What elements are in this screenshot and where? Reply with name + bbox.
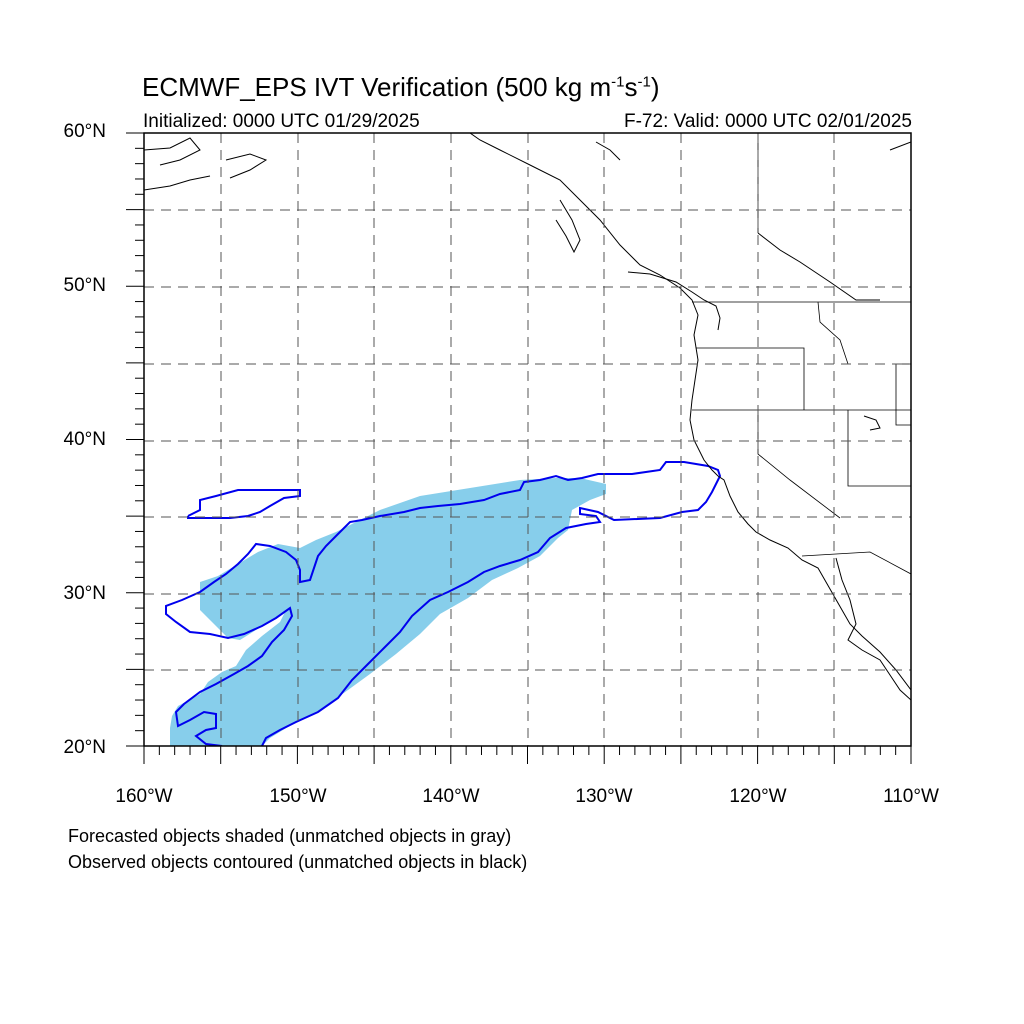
observed-object-contours [165, 461, 722, 746]
state-borders [692, 133, 911, 575]
lat-label-40n: 40°N [63, 429, 106, 450]
lat-label-20n: 20°N [63, 737, 106, 758]
lon-label-120w: 120°W [729, 786, 787, 807]
valid-time-label: F-72: Valid: 0000 UTC 02/01/2025 [624, 111, 912, 132]
axis-ticks [126, 132, 912, 764]
lon-label-130w: 130°W [575, 786, 633, 807]
coastlines [144, 133, 911, 701]
legend-note-observed: Observed objects contoured (unmatched ob… [68, 852, 528, 872]
graticule [144, 133, 911, 746]
lat-label-30n: 30°N [63, 583, 106, 604]
map-title: ECMWF_EPS IVT Verification (500 kg m-1s-… [142, 72, 660, 102]
lon-label-150w: 150°W [269, 786, 327, 807]
legend-note-forecast: Forecasted objects shaded (unmatched obj… [68, 826, 512, 846]
observed-contour-north [187, 489, 301, 519]
lat-label-50n: 50°N [63, 275, 106, 296]
observed-contour-main [165, 461, 722, 746]
forecast-object-shaded [170, 478, 606, 746]
lon-label-110w: 110°W [883, 786, 939, 807]
lon-label-160w: 160°W [115, 786, 173, 807]
lon-label-140w: 140°W [422, 786, 480, 807]
lat-label-60n: 60°N [63, 121, 106, 142]
initialized-label: Initialized: 0000 UTC 01/29/2025 [143, 111, 420, 132]
